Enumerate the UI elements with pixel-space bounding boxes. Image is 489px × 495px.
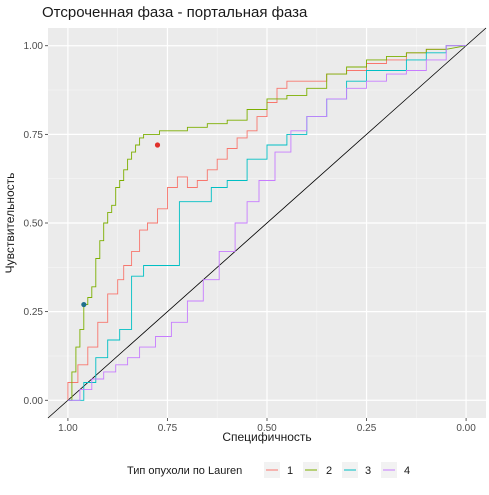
legend-label-1: 1 xyxy=(287,465,293,477)
y-tick-label: 0.25 xyxy=(24,307,44,318)
legend: Тип опухоли по Lauren 1 2 3 4 xyxy=(127,462,410,478)
legend-label-3: 3 xyxy=(365,465,371,477)
x-tick-label: 0.75 xyxy=(158,423,178,434)
legend-label-2: 2 xyxy=(326,465,332,477)
x-tick-label: 0.50 xyxy=(257,423,277,434)
y-tick-label: 0.75 xyxy=(24,130,44,141)
reference-diagonal xyxy=(47,27,487,419)
reference-line-layer xyxy=(47,27,487,419)
x-tick-label: 0.25 xyxy=(357,423,377,434)
grid-layer xyxy=(48,28,486,418)
series-marker-2 xyxy=(81,301,87,308)
chart-title: Отсроченная фаза - портальная фаза xyxy=(42,4,308,21)
legend-label-4: 4 xyxy=(404,465,410,477)
x-axis-title: Специфичность xyxy=(222,430,311,444)
y-axis-title: Чувствительность xyxy=(3,173,17,274)
x-tick-label: 1.00 xyxy=(58,423,78,434)
legend-title: Тип опухоли по Lauren xyxy=(127,465,242,477)
series-line-3 xyxy=(67,45,467,401)
series-line-1 xyxy=(67,45,467,401)
x-tick-label: 0.00 xyxy=(456,423,476,434)
series-marker-1 xyxy=(154,142,161,148)
series-line-2 xyxy=(67,45,467,401)
legend-items: 1 2 3 4 xyxy=(264,462,410,478)
y-tick-label: 1.00 xyxy=(24,41,44,52)
y-tick-label: 0.50 xyxy=(24,219,44,230)
y-tick-label: 0.00 xyxy=(24,396,44,407)
tick-layer: 1.00 0.75 0.50 0.25 0.00 0.00 0.25 0.50 0.75 1.00 xyxy=(24,41,477,434)
series-line-4 xyxy=(67,45,467,401)
series-layer xyxy=(67,45,467,401)
